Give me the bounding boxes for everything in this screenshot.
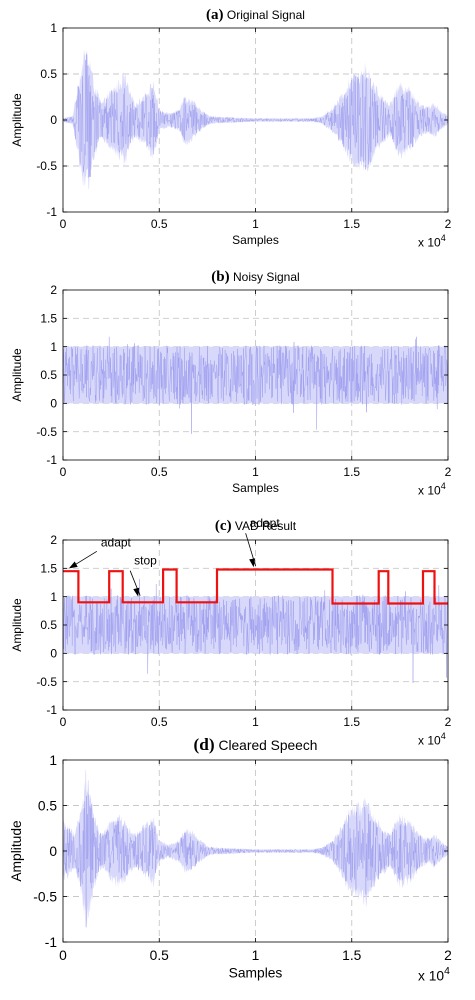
x-tick-label: 0 (60, 217, 67, 231)
annotation-adapt: adapt (68, 535, 132, 569)
y-axis-label: Amplitude (9, 820, 24, 882)
y-tick-label: 2 (50, 283, 57, 297)
chart-title: (a) Original Signal (206, 7, 305, 23)
x-tick-label: 1.5 (343, 465, 360, 479)
annotation-adapt: adapt (245, 516, 281, 568)
y-tick-label: 2 (50, 533, 57, 547)
x-tick-label: 2 (444, 948, 452, 963)
x-axis-label: Samples (232, 481, 279, 495)
x-tick-label: 0.5 (150, 948, 170, 963)
x-tick-label: 1 (252, 465, 259, 479)
y-tick-label: 1.5 (40, 312, 57, 326)
x-tick-label: 1.5 (343, 715, 360, 729)
annotation-label: stop (134, 554, 157, 568)
panel-letter: (b) (211, 269, 229, 285)
panel-letter: (a) (206, 7, 224, 23)
signal-line (62, 54, 449, 178)
y-tick-label: -0.5 (36, 675, 57, 689)
annotation-arrowhead (249, 558, 256, 568)
y-tick-label: -0.5 (36, 425, 57, 439)
panel-a: 0 0.5 1 1.5 2 -1 -0.5 0 0.5 1 (a) Original Signal A… (10, 7, 452, 249)
y-tick-label: 0 (50, 397, 57, 411)
y-tick-label: 1 (50, 590, 57, 604)
annotation-arrowhead (68, 561, 78, 569)
y-tick-label: 0 (50, 113, 57, 127)
x-tick-label: 0 (59, 948, 67, 963)
signal-line (62, 794, 449, 928)
signal-trace (62, 769, 449, 928)
panel-b: 0 0.5 1 1.5 2 -1 -0.5 0 0.5 1 1.5 2 (b) Noisy Signal… (10, 269, 452, 497)
chart-title: (c) VAD Result (215, 518, 297, 534)
vad-decision-line (63, 568, 448, 605)
chart-title-text: Original Signal (227, 8, 305, 22)
annotation-arrowhead (133, 587, 140, 597)
x-tick-label: 1 (252, 217, 259, 231)
x-tick-label: 0 (60, 715, 67, 729)
chart-title-text: VAD Result (235, 519, 297, 533)
x-axis-multiplier: x 104 (418, 481, 446, 497)
annotation-label: adapt (250, 516, 281, 530)
x-axis-label: Samples (229, 966, 283, 981)
panel-d: 0 0.5 1 1.5 2 -1 -0.5 0 0.5 1 (d) Cleared Speech Am… (9, 735, 452, 983)
signal-trace (62, 579, 449, 683)
y-tick-label: 1.5 (40, 562, 57, 576)
chart-title-text: Noisy Signal (233, 270, 300, 284)
panel-letter: (c) (215, 518, 232, 534)
x-tick-label: 1.5 (343, 217, 360, 231)
y-axis-label: Amplitude (10, 348, 24, 402)
signal-trace (62, 49, 449, 190)
x-axis-multiplier: x 104 (418, 966, 450, 983)
signal-line (62, 579, 449, 683)
x-tick-label: 0.5 (151, 217, 168, 231)
y-tick-label: 1 (49, 753, 57, 768)
x-tick-label: 1 (252, 948, 260, 963)
y-tick-label: 1 (50, 21, 57, 35)
y-tick-label: -1 (45, 935, 57, 950)
x-tick-label: 2 (445, 715, 452, 729)
y-tick-label: -1 (46, 703, 57, 717)
y-tick-label: 0.5 (38, 798, 58, 813)
x-axis-label: Samples (232, 233, 279, 247)
y-tick-label: 0.5 (40, 618, 57, 632)
y-tick-label: -1 (46, 453, 57, 467)
y-tick-label: 0 (49, 844, 57, 859)
y-tick-label: -1 (46, 205, 57, 219)
panel-letter: (d) (194, 735, 215, 754)
y-axis-label: Amplitude (10, 93, 24, 147)
signal-line (62, 336, 449, 434)
x-tick-label: 1 (252, 715, 259, 729)
x-tick-label: 2 (445, 465, 452, 479)
y-axis-label: Amplitude (10, 598, 24, 652)
y-tick-label: -0.5 (33, 889, 57, 904)
x-axis-multiplier: x 104 (418, 233, 446, 249)
y-tick-label: 0.5 (40, 67, 57, 81)
signal-trace (62, 336, 449, 434)
x-tick-label: 0 (60, 465, 67, 479)
x-axis-multiplier: x 104 (418, 731, 446, 747)
x-tick-label: 0.5 (151, 715, 168, 729)
x-tick-label: 2 (445, 217, 452, 231)
y-tick-label: -0.5 (36, 159, 57, 173)
chart-title: (d) Cleared Speech (194, 735, 318, 754)
annotation-label: adapt (101, 535, 132, 549)
y-tick-label: 0 (50, 647, 57, 661)
x-tick-label: 1.5 (342, 948, 362, 963)
chart-title-text: Cleared Speech (218, 738, 317, 753)
annotation-stop: stop (129, 554, 157, 597)
y-tick-label: 0.5 (40, 368, 57, 382)
y-tick-label: 1 (50, 340, 57, 354)
x-tick-label: 0.5 (151, 465, 168, 479)
chart-title: (b) Noisy Signal (211, 269, 299, 285)
